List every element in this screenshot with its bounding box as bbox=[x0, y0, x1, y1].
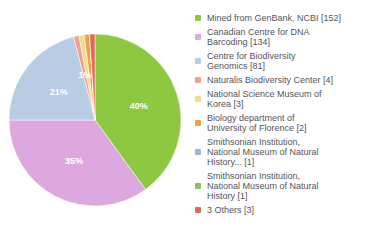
svg-text:Biology department of: Biology department of bbox=[207, 113, 295, 123]
svg-text:35%: 35% bbox=[65, 156, 83, 166]
svg-text:University of Florence [2]: University of Florence [2] bbox=[207, 123, 307, 133]
svg-text:Smithsonian Institution,: Smithsonian Institution, bbox=[207, 171, 300, 181]
svg-text:1%: 1% bbox=[78, 70, 91, 80]
svg-text:Korea [3]: Korea [3] bbox=[207, 99, 244, 109]
svg-text:National Museum of Natural: National Museum of Natural bbox=[207, 147, 319, 157]
svg-text:Mined from GenBank, NCBI [152]: Mined from GenBank, NCBI [152] bbox=[207, 13, 341, 23]
svg-text:Centre for Biodiversity: Centre for Biodiversity bbox=[207, 51, 296, 61]
svg-text:National Science Museum of: National Science Museum of bbox=[207, 89, 322, 99]
svg-text:Smithsonian Institution,: Smithsonian Institution, bbox=[207, 137, 300, 147]
svg-text:Canadian Centre for DNA: Canadian Centre for DNA bbox=[207, 27, 310, 37]
svg-text:Naturalis Biodiversity Center: Naturalis Biodiversity Center [4] bbox=[207, 75, 333, 85]
svg-text:Barcoding [134]: Barcoding [134] bbox=[207, 37, 270, 47]
svg-text:40%: 40% bbox=[130, 101, 148, 111]
svg-text:National Museum of Natural: National Museum of Natural bbox=[207, 181, 319, 191]
svg-text:History [1]: History [1] bbox=[207, 191, 248, 201]
svg-text:Genomics [81]: Genomics [81] bbox=[207, 61, 265, 71]
svg-text:21%: 21% bbox=[50, 87, 68, 97]
svg-text:History... [1]: History... [1] bbox=[207, 157, 254, 167]
svg-text:3 Others [3]: 3 Others [3] bbox=[207, 205, 254, 215]
